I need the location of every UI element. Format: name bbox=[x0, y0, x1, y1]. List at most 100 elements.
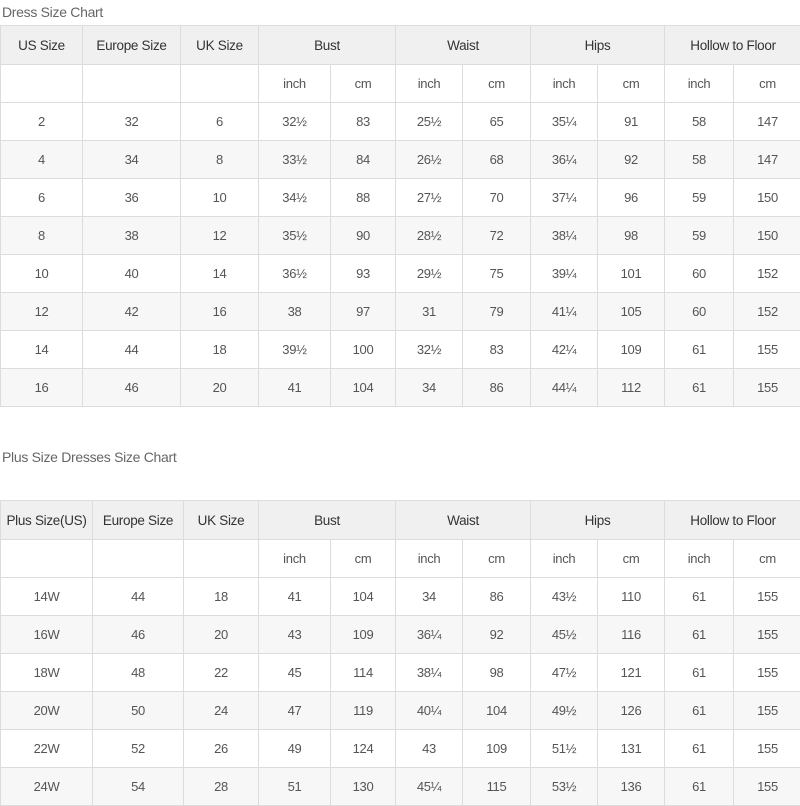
table-cell: 26 bbox=[184, 730, 259, 768]
table-cell: 116 bbox=[598, 616, 665, 654]
table-cell: 6 bbox=[1, 179, 83, 217]
table-cell: 6 bbox=[181, 103, 259, 141]
column-header: Bust bbox=[259, 26, 396, 65]
empty-cell bbox=[181, 65, 259, 103]
table-cell: 31 bbox=[396, 293, 463, 331]
unit-header: inch bbox=[259, 540, 331, 578]
table-cell: 59 bbox=[665, 179, 734, 217]
table-cell: 61 bbox=[665, 331, 734, 369]
table-cell: 32½ bbox=[259, 103, 331, 141]
table-cell: 45½ bbox=[531, 616, 598, 654]
table-cell: 22W bbox=[1, 730, 93, 768]
table-cell: 26½ bbox=[396, 141, 463, 179]
table-cell: 155 bbox=[734, 730, 800, 768]
table-cell: 96 bbox=[598, 179, 665, 217]
table-cell: 104 bbox=[331, 578, 396, 616]
table-cell: 147 bbox=[734, 103, 800, 141]
table-cell: 35½ bbox=[259, 217, 331, 255]
table-cell: 61 bbox=[665, 578, 734, 616]
empty-cell bbox=[83, 65, 181, 103]
unit-header: inch bbox=[665, 65, 734, 103]
table-cell: 45 bbox=[259, 654, 331, 692]
table-cell: 131 bbox=[598, 730, 665, 768]
table-cell: 86 bbox=[463, 578, 531, 616]
table-cell: 97 bbox=[331, 293, 396, 331]
table-cell: 38 bbox=[259, 293, 331, 331]
table-cell: 104 bbox=[463, 692, 531, 730]
table-cell: 83 bbox=[463, 331, 531, 369]
unit-header: cm bbox=[463, 65, 531, 103]
column-header: Hollow to Floor bbox=[665, 26, 800, 65]
column-header: Hips bbox=[531, 501, 665, 540]
table-cell: 61 bbox=[665, 730, 734, 768]
table-cell: 32½ bbox=[396, 331, 463, 369]
table-cell: 46 bbox=[83, 369, 181, 407]
table-cell: 33½ bbox=[259, 141, 331, 179]
unit-header: cm bbox=[331, 540, 396, 578]
table-cell: 124 bbox=[331, 730, 396, 768]
table-cell: 38 bbox=[83, 217, 181, 255]
table-cell: 65 bbox=[463, 103, 531, 141]
table-cell: 36½ bbox=[259, 255, 331, 293]
plus-size-chart-title: Plus Size Dresses Size Chart bbox=[2, 449, 176, 465]
table-cell: 34 bbox=[83, 141, 181, 179]
unit-header: cm bbox=[331, 65, 396, 103]
unit-header: inch bbox=[665, 540, 734, 578]
table-cell: 98 bbox=[463, 654, 531, 692]
table-cell: 34 bbox=[396, 578, 463, 616]
empty-cell bbox=[93, 540, 184, 578]
table-cell: 68 bbox=[463, 141, 531, 179]
table-cell: 18 bbox=[181, 331, 259, 369]
unit-header: cm bbox=[463, 540, 531, 578]
empty-cell bbox=[184, 540, 259, 578]
table-cell: 51½ bbox=[531, 730, 598, 768]
table-cell: 88 bbox=[331, 179, 396, 217]
table-cell: 93 bbox=[331, 255, 396, 293]
table-cell: 109 bbox=[598, 331, 665, 369]
unit-header: inch bbox=[396, 65, 463, 103]
table-cell: 59 bbox=[665, 217, 734, 255]
table-cell: 152 bbox=[734, 255, 800, 293]
column-header: UK Size bbox=[181, 26, 259, 65]
table-cell: 150 bbox=[734, 179, 800, 217]
table-cell: 150 bbox=[734, 217, 800, 255]
table-cell: 112 bbox=[598, 369, 665, 407]
table-cell: 14 bbox=[1, 331, 83, 369]
unit-header: inch bbox=[531, 65, 598, 103]
table-cell: 126 bbox=[598, 692, 665, 730]
table-cell: 44 bbox=[93, 578, 184, 616]
table-cell: 155 bbox=[734, 692, 800, 730]
table-cell: 155 bbox=[734, 578, 800, 616]
table-cell: 24 bbox=[184, 692, 259, 730]
table-cell: 43 bbox=[396, 730, 463, 768]
table-cell: 34 bbox=[396, 369, 463, 407]
table-cell: 36¼ bbox=[396, 616, 463, 654]
empty-cell bbox=[1, 540, 93, 578]
table-cell: 14W bbox=[1, 578, 93, 616]
table-cell: 40¼ bbox=[396, 692, 463, 730]
table-cell: 101 bbox=[598, 255, 665, 293]
table-cell: 12 bbox=[1, 293, 83, 331]
table-cell: 38¼ bbox=[531, 217, 598, 255]
unit-header: inch bbox=[259, 65, 331, 103]
table-cell: 10 bbox=[181, 179, 259, 217]
table-cell: 61 bbox=[665, 654, 734, 692]
table-cell: 50 bbox=[93, 692, 184, 730]
table-cell: 49 bbox=[259, 730, 331, 768]
table-cell: 121 bbox=[598, 654, 665, 692]
table-cell: 58 bbox=[665, 103, 734, 141]
table-cell: 41 bbox=[259, 369, 331, 407]
table-cell: 46 bbox=[93, 616, 184, 654]
table-cell: 36 bbox=[83, 179, 181, 217]
